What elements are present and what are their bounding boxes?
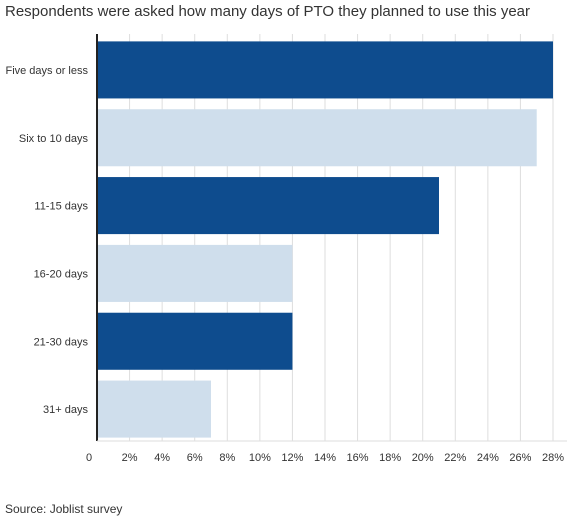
bar [97, 41, 553, 99]
bars [97, 41, 553, 438]
category-label: Five days or less [5, 65, 88, 77]
axes [96, 34, 567, 442]
x-tick-label: 22% [444, 452, 466, 464]
category-label: 11-15 days [34, 201, 88, 213]
bar [97, 380, 211, 438]
category-label: 16-20 days [34, 268, 89, 280]
x-tick-label: 8% [219, 452, 235, 464]
x-tick-label: 12% [281, 452, 303, 464]
category-labels: Five days or less Six to 10 days 11-15 day… [5, 65, 88, 416]
category-label: 31+ days [43, 404, 88, 416]
source-note: Source: Joblist survey [5, 502, 123, 516]
grid-lines [129, 34, 554, 441]
category-label: Six to 10 days [19, 133, 89, 145]
bar [97, 177, 439, 235]
x-tick-label: 14% [314, 452, 336, 464]
chart-title: Respondents were asked how many days of … [5, 3, 531, 20]
x-tick-label: 26% [509, 452, 531, 464]
x-tick-labels: 0 2% 4% 6% 8% 10% 12% 14% 16% 18% 20% 22% 24% 26% 28% [86, 452, 564, 464]
x-tick-label: 6% [187, 452, 203, 464]
x-tick-label: 28% [542, 452, 564, 464]
x-tick-label: 0 [86, 452, 92, 464]
x-tick-label: 4% [154, 452, 170, 464]
x-tick-label: 20% [412, 452, 434, 464]
category-label: 21-30 days [34, 336, 89, 348]
x-tick-label: 10% [249, 452, 271, 464]
x-tick-label: 16% [347, 452, 369, 464]
x-tick-label: 2% [122, 452, 138, 464]
bar [97, 312, 293, 370]
bar [97, 244, 293, 302]
x-tick-label: 24% [477, 452, 499, 464]
bar [97, 109, 537, 167]
x-tick-label: 18% [379, 452, 401, 464]
